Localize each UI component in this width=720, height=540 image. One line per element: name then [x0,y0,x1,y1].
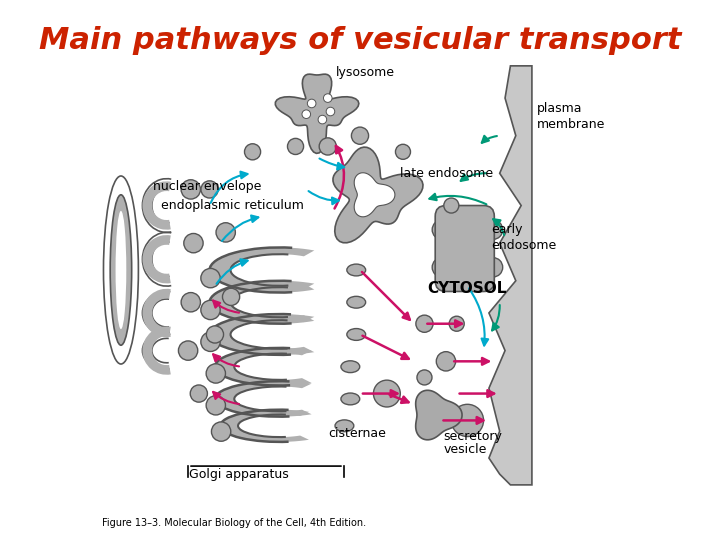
Text: cisternae: cisternae [328,427,386,440]
Text: plasma: plasma [537,103,582,116]
Circle shape [181,180,200,199]
Circle shape [206,396,225,415]
Ellipse shape [341,361,360,373]
Circle shape [323,94,332,103]
Text: late endosome: late endosome [400,167,493,180]
Polygon shape [210,281,315,323]
Text: Figure 13–3. Molecular Biology of the Cell, 4th Edition.: Figure 13–3. Molecular Biology of the Ce… [102,518,366,528]
Ellipse shape [347,264,366,276]
Circle shape [179,341,198,360]
Polygon shape [415,390,462,440]
Circle shape [190,385,207,402]
Circle shape [201,181,218,198]
Circle shape [416,315,433,332]
Circle shape [181,293,200,312]
Text: lysosome: lysosome [336,66,395,79]
Circle shape [483,258,503,277]
Circle shape [444,198,459,213]
Ellipse shape [335,420,354,431]
Circle shape [319,138,336,155]
Polygon shape [210,314,315,355]
Circle shape [307,99,316,108]
Circle shape [436,352,456,371]
Text: membrane: membrane [537,118,606,131]
Text: early: early [492,223,523,236]
Ellipse shape [347,328,366,340]
Polygon shape [489,66,532,485]
Ellipse shape [347,296,366,308]
Wedge shape [143,181,171,229]
Text: secretory: secretory [444,430,502,443]
Circle shape [374,380,400,407]
FancyBboxPatch shape [435,206,495,292]
Circle shape [432,258,451,277]
Circle shape [287,138,304,154]
Circle shape [318,115,327,124]
Text: endosome: endosome [492,239,557,252]
Polygon shape [333,147,423,243]
Text: Golgi apparatus: Golgi apparatus [189,468,289,481]
Ellipse shape [110,195,132,345]
Circle shape [417,370,432,385]
Circle shape [326,107,335,116]
Circle shape [216,222,235,242]
Ellipse shape [341,393,360,405]
Circle shape [222,288,240,306]
Wedge shape [143,235,171,284]
Circle shape [201,300,220,320]
Circle shape [201,268,220,288]
Ellipse shape [116,211,126,329]
Circle shape [206,364,225,383]
Text: CYTOSOL: CYTOSOL [427,281,507,296]
Circle shape [184,233,203,253]
Circle shape [449,316,464,331]
Wedge shape [143,289,171,337]
Circle shape [395,144,410,159]
Circle shape [432,220,451,239]
Polygon shape [210,247,315,293]
Circle shape [212,422,231,441]
Circle shape [201,332,220,352]
Ellipse shape [104,176,138,364]
Wedge shape [143,326,171,375]
Polygon shape [275,74,359,153]
Circle shape [245,144,261,160]
Text: Main pathways of vesicular transport: Main pathways of vesicular transport [39,25,681,55]
Circle shape [451,404,484,436]
Text: nuclear envelope: nuclear envelope [153,180,261,193]
Polygon shape [215,381,312,417]
Text: vesicle: vesicle [444,443,487,456]
Circle shape [302,110,310,118]
Circle shape [483,220,503,239]
Polygon shape [215,348,312,386]
Polygon shape [220,410,309,442]
Text: endoplasmic reticulum: endoplasmic reticulum [161,199,304,212]
Circle shape [207,326,223,343]
Circle shape [351,127,369,144]
Polygon shape [354,173,395,217]
